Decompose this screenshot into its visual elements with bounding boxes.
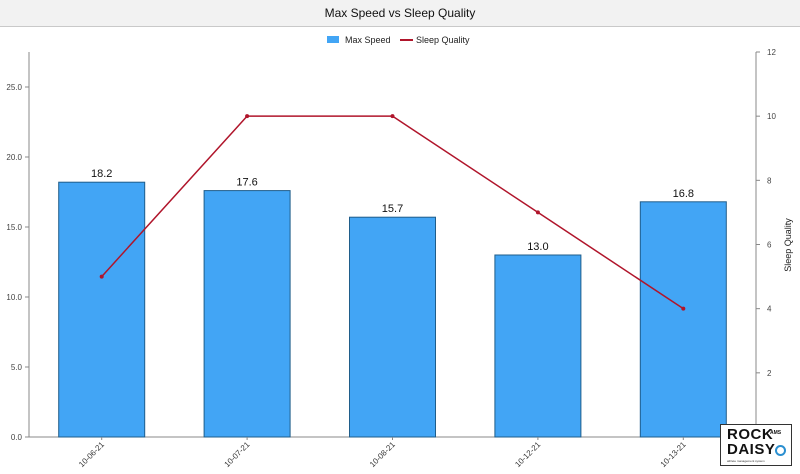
sleep-quality-point bbox=[390, 114, 395, 119]
logo-tagline: athlete management system bbox=[727, 459, 765, 463]
bar-value-label: 16.8 bbox=[673, 188, 694, 200]
x-tick-label: 10-13-21 bbox=[659, 440, 688, 469]
y-left-tick-label: 10.0 bbox=[6, 293, 22, 302]
chart-title: Max Speed vs Sleep Quality bbox=[324, 6, 476, 20]
sleep-quality-point bbox=[681, 306, 686, 311]
legend-swatch-max-speed bbox=[327, 36, 339, 43]
y-left-tick-label: 5.0 bbox=[11, 363, 23, 372]
logo-word-daisy: DAISY bbox=[727, 441, 776, 458]
bar bbox=[639, 201, 727, 438]
y-right-tick-label: 8 bbox=[767, 176, 772, 185]
bar bbox=[494, 254, 582, 438]
y-right-tick-label: 10 bbox=[767, 112, 776, 121]
x-tick-label: 10-08-21 bbox=[368, 440, 397, 469]
chart-title-bar: Max Speed vs Sleep Quality bbox=[0, 0, 800, 27]
x-tick-label: 10-06-21 bbox=[77, 440, 106, 469]
y-right-tick-label: 6 bbox=[767, 241, 772, 250]
y-right-tick-label: 4 bbox=[767, 305, 772, 314]
rockdaisy-logo: ROCK DAISY AMS athlete management system bbox=[720, 424, 792, 466]
bar bbox=[203, 190, 291, 438]
bar bbox=[349, 216, 436, 438]
logo-word-rock: ROCK bbox=[727, 426, 774, 443]
sleep-quality-point bbox=[535, 210, 540, 215]
y-left-tick-label: 20.0 bbox=[6, 153, 22, 162]
x-tick-label: 10-12-21 bbox=[513, 440, 542, 469]
sleep-quality-point bbox=[99, 274, 104, 279]
y-right-axis-label: Sleep Quality bbox=[783, 218, 793, 272]
legend-label-sleep-quality: Sleep Quality bbox=[416, 35, 470, 45]
bar bbox=[58, 181, 146, 438]
bar-value-label: 13.0 bbox=[527, 241, 548, 253]
y-left-tick-label: 15.0 bbox=[6, 223, 22, 232]
y-right-tick-label: 2 bbox=[767, 369, 772, 378]
bar-value-label: 15.7 bbox=[382, 203, 403, 215]
bar-value-label: 18.2 bbox=[91, 168, 112, 180]
y-left-tick-label: 0.0 bbox=[11, 433, 23, 442]
legend-label-max-speed: Max Speed bbox=[345, 35, 391, 45]
bar-value-label: 17.6 bbox=[236, 177, 257, 189]
logo-badge: AMS bbox=[770, 430, 782, 436]
y-right-tick-label: 12 bbox=[767, 48, 776, 57]
y-left-tick-label: 25.0 bbox=[6, 83, 22, 92]
x-tick-label: 10-07-21 bbox=[223, 440, 252, 469]
sleep-quality-point bbox=[245, 114, 250, 119]
logo-ring-icon bbox=[775, 445, 786, 456]
